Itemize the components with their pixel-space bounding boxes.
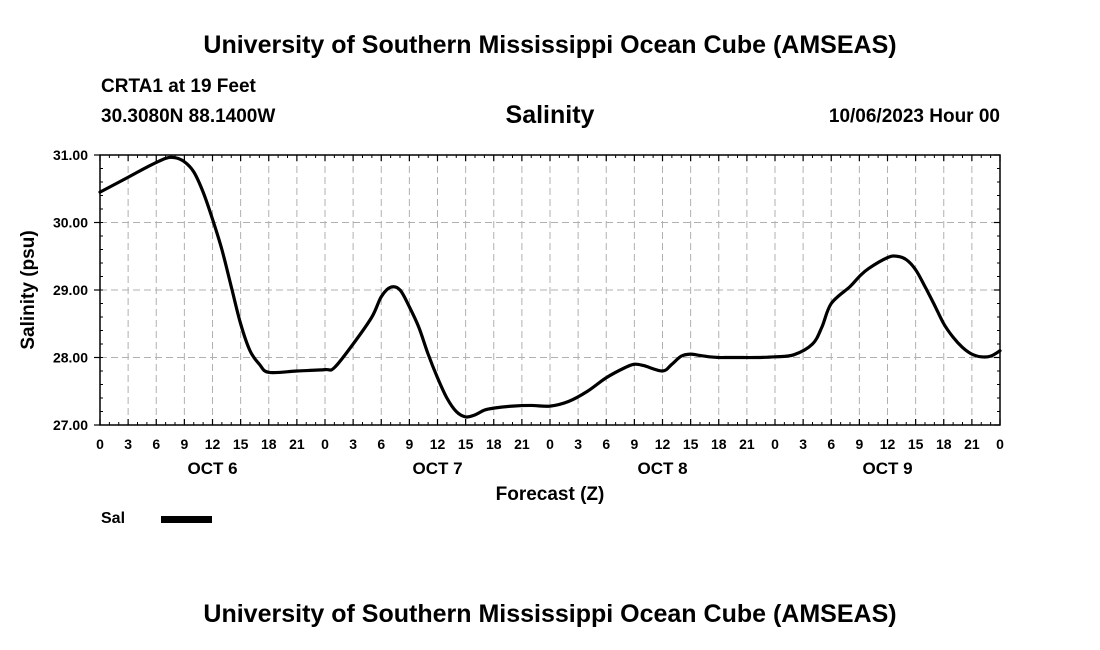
x-tick-label: 12 (655, 436, 671, 452)
x-tick-label: 9 (630, 436, 638, 452)
day-label: OCT 7 (412, 459, 462, 478)
product-title-footer: University of Southern Mississippi Ocean… (203, 600, 897, 628)
x-tick-labels: 0 3 6 9 12 15 18 21 0 3 6 9 12 15 18 21 0 3 6 9 12 15 18 21 0 3 6 9… (96, 436, 1004, 452)
x-tick-label: 0 (546, 436, 554, 452)
x-tick-label: 3 (124, 436, 132, 452)
x-tick-label: 12 (430, 436, 446, 452)
x-tick-label: 6 (152, 436, 160, 452)
x-axis-label: Forecast (Z) (496, 484, 605, 505)
legend-line-swatch (161, 516, 212, 523)
plot-frame (99, 154, 1001, 426)
y-tick-label: 27.00 (53, 417, 88, 433)
x-tick-label: 6 (827, 436, 835, 452)
x-tick-label: 21 (289, 436, 305, 452)
x-tick-label: 21 (964, 436, 980, 452)
x-tick-label: 0 (771, 436, 779, 452)
station-coordinates: 30.3080N 88.1400W (101, 106, 276, 127)
product-title: University of Southern Mississippi Ocean… (203, 31, 897, 59)
day-label: OCT 9 (862, 459, 912, 478)
x-tick-label: 21 (514, 436, 530, 452)
chart-title: Salinity (505, 101, 595, 129)
y-tick-label: 30.00 (53, 215, 88, 231)
y-tick-label: 28.00 (53, 350, 88, 366)
x-tick-label: 9 (855, 436, 863, 452)
x-tick-label: 0 (96, 436, 104, 452)
legend-label: Sal (101, 510, 126, 527)
y-tick-label: 31.00 (53, 147, 88, 163)
x-tick-label: 12 (205, 436, 221, 452)
x-tick-label: 18 (261, 436, 277, 452)
x-tick-label: 15 (233, 436, 249, 452)
y-tick-label: 29.00 (53, 282, 88, 298)
x-tick-label: 15 (908, 436, 924, 452)
x-tick-label: 15 (458, 436, 474, 452)
x-tick-label: 9 (180, 436, 188, 452)
x-tick-label: 12 (880, 436, 896, 452)
x-tick-label: 3 (799, 436, 807, 452)
x-tick-label: 15 (683, 436, 699, 452)
x-tick-label: 6 (377, 436, 385, 452)
forecast-run-time: 10/06/2023 Hour 00 (828, 106, 1000, 127)
x-tick-label: 9 (405, 436, 413, 452)
series-layer (98, 155, 1002, 419)
x-tick-label: 3 (574, 436, 582, 452)
x-tick-label: 3 (349, 436, 357, 452)
x-tick-label: 18 (711, 436, 727, 452)
x-tick-label: 0 (996, 436, 1004, 452)
series-line-sal (98, 155, 1002, 419)
day-label: OCT 6 (187, 459, 237, 478)
x-tick-label: 18 (936, 436, 952, 452)
day-label: OCT 8 (637, 459, 687, 478)
y-axis-label: Salinity (psu) (18, 230, 39, 349)
x-tick-label: 18 (486, 436, 502, 452)
y-tick-labels: 27.00 28.00 29.00 30.00 31.00 (53, 147, 88, 433)
x-tick-label: 21 (739, 436, 755, 452)
station-label: CRTA1 at 19 Feet (101, 76, 256, 97)
x-tick-label: 6 (602, 436, 610, 452)
day-labels: OCT 6 OCT 7 OCT 8 OCT 9 (187, 459, 912, 478)
grid-lines (100, 155, 1000, 425)
x-tick-label: 0 (321, 436, 329, 452)
